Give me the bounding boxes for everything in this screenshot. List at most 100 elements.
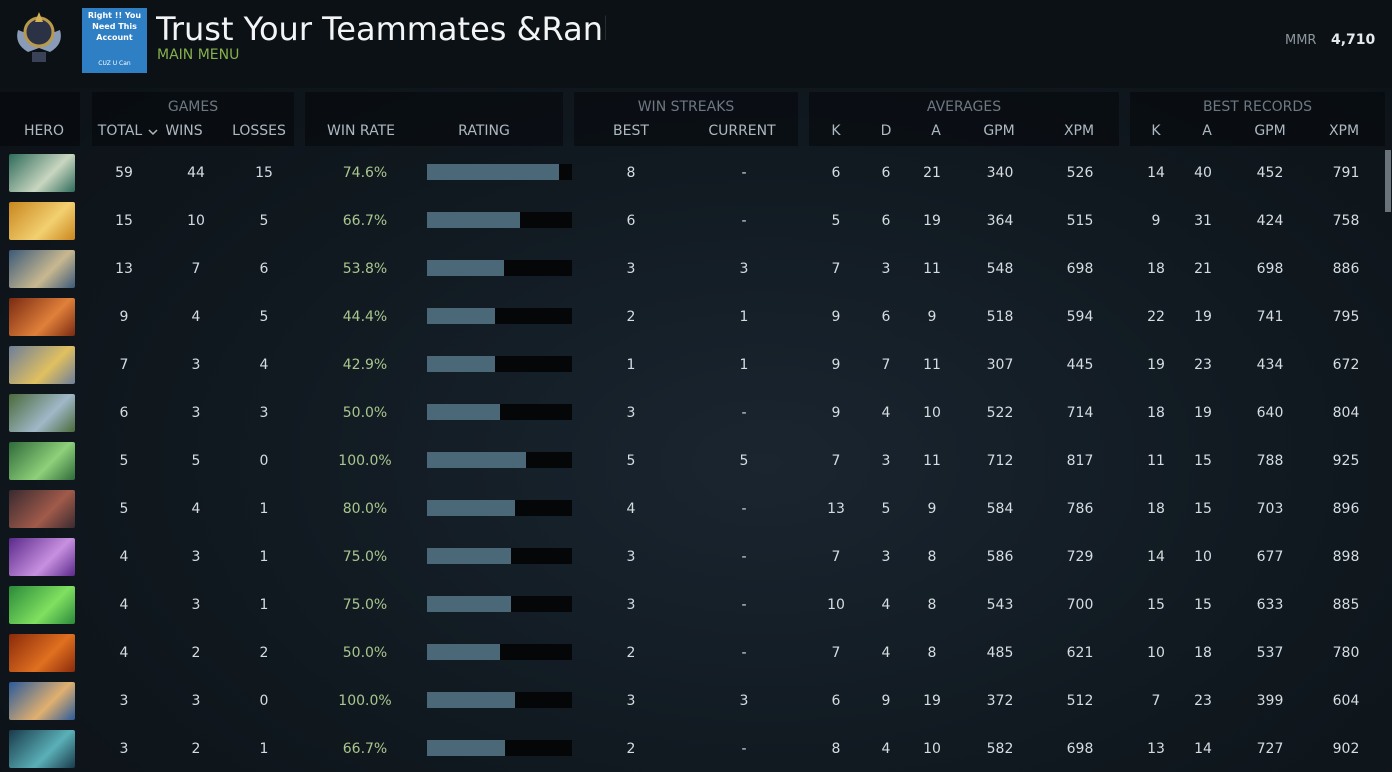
table-cell: 712	[986, 453, 1014, 469]
rating-bar	[427, 260, 504, 276]
table-cell: 59	[115, 165, 133, 181]
table-cell: 8	[927, 549, 937, 565]
table-cell: 1	[259, 741, 269, 757]
table-cell: 5	[739, 453, 749, 469]
table-cell: 817	[1066, 453, 1094, 469]
table-cell: 13	[827, 501, 845, 517]
rating-bar	[427, 692, 516, 708]
table-cell: 10	[923, 405, 941, 421]
table-cell: 518	[986, 309, 1014, 325]
table-cell: 6	[119, 405, 129, 421]
table-cell: 15	[115, 213, 133, 229]
table-cell: 886	[1332, 261, 1360, 277]
table-cell: 424	[1256, 213, 1284, 229]
column-header: XPM	[1328, 123, 1360, 139]
sort-arrow[interactable]	[148, 128, 158, 136]
group-header: GAMES	[167, 99, 219, 115]
hero-icon	[9, 250, 75, 288]
table-cell: 11	[923, 261, 941, 277]
main-menu-link[interactable]: MAIN MENU	[157, 47, 240, 63]
table-cell: 3	[626, 405, 636, 421]
table-cell: 10	[187, 213, 205, 229]
table-cell: 15	[1194, 453, 1212, 469]
table-cell: 584	[986, 501, 1014, 517]
column-header: WINS	[165, 123, 203, 139]
table-cell: 4	[119, 645, 129, 661]
column-header: XPM	[1063, 123, 1095, 139]
table-cell: 3	[626, 693, 636, 709]
table-cell: 703	[1256, 501, 1284, 517]
table-cell: 4	[626, 501, 636, 517]
table-cell: 50.0%	[342, 405, 388, 421]
table-cell: 485	[986, 645, 1014, 661]
table-cell: 445	[1066, 357, 1094, 373]
table-cell: 7	[831, 261, 841, 277]
table-cell: 3	[881, 261, 891, 277]
rating-bar	[427, 596, 512, 612]
table-cell: 18	[1147, 261, 1165, 277]
table-cell: 50.0%	[342, 645, 388, 661]
table-cell: 44.4%	[342, 309, 388, 325]
table-cell: 6	[831, 693, 841, 709]
table-cell: 4	[881, 597, 891, 613]
table-cell: 3	[739, 261, 749, 277]
table-cell: 788	[1256, 453, 1284, 469]
table-cell: 2	[626, 741, 636, 757]
table-cell: 5	[259, 309, 269, 325]
rating-bar	[427, 644, 500, 660]
table-cell: 548	[986, 261, 1014, 277]
profile-title: Trust Your Teammates &Rank	[156, 10, 606, 48]
table-cell: 8	[626, 165, 636, 181]
column-header: LOSSES	[232, 123, 286, 139]
table-cell: 3	[191, 405, 201, 421]
scrollbar[interactable]	[1385, 150, 1391, 212]
table-cell: 9	[1151, 213, 1161, 229]
table-cell: 2	[626, 645, 636, 661]
table-cell: 9	[831, 405, 841, 421]
hero-icon	[9, 442, 75, 480]
table-cell: 714	[1066, 405, 1094, 421]
table-cell: 19	[1194, 405, 1212, 421]
header-panel	[574, 92, 798, 146]
table-cell: 434	[1256, 357, 1284, 373]
column-header: K	[831, 123, 841, 139]
table-cell: 11	[1147, 453, 1165, 469]
table-cell: 0	[259, 453, 269, 469]
table-cell: 11	[923, 357, 941, 373]
table-cell: 698	[1256, 261, 1284, 277]
table-cell: 452	[1256, 165, 1284, 181]
mmr-label: MMR	[1285, 33, 1317, 48]
header-panel	[1130, 92, 1385, 146]
table-cell: 640	[1256, 405, 1284, 421]
column-header: D	[880, 123, 892, 139]
column-header: BEST	[613, 123, 649, 139]
table-cell: 11	[923, 453, 941, 469]
table-cell: 677	[1256, 549, 1284, 565]
table-cell: 3	[259, 405, 269, 421]
table-cell: 21	[1194, 261, 1212, 277]
hero-icon	[9, 202, 75, 240]
table-cell: 2	[191, 645, 201, 661]
hero-icon	[9, 538, 75, 576]
header-panel	[809, 92, 1119, 146]
column-header: RATING	[458, 123, 510, 139]
table-cell: 537	[1256, 645, 1284, 661]
hero-icon	[9, 730, 75, 768]
table-cell: 515	[1066, 213, 1094, 229]
table-cell: 14	[1194, 741, 1212, 757]
table-cell: 4	[259, 357, 269, 373]
table-cell: 31	[1194, 213, 1212, 229]
column-header[interactable]: TOTAL	[97, 123, 143, 139]
table-cell: 100.0%	[338, 693, 392, 709]
column-header: WIN RATE	[327, 123, 395, 139]
table-cell: 5	[831, 213, 841, 229]
avatar-text: Right !! You Need This Account	[87, 11, 142, 42]
table-cell: 5	[626, 453, 636, 469]
table-cell: 896	[1332, 501, 1360, 517]
table-cell: 1	[739, 309, 749, 325]
table-cell: 18	[1147, 501, 1165, 517]
table-cell: -	[741, 741, 747, 757]
table-cell: 22	[1147, 309, 1165, 325]
table-cell: 5	[259, 213, 269, 229]
table-cell: 53.8%	[342, 261, 388, 277]
